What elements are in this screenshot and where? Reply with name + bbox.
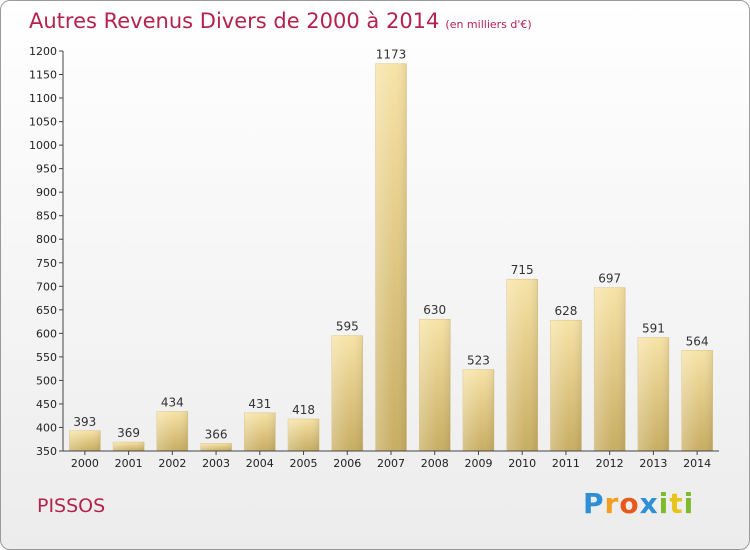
y-tick-label: 750	[36, 257, 57, 270]
x-tick-label-2005: 2005	[290, 457, 318, 470]
data-label-2002: 434	[161, 395, 184, 409]
y-tick-label: 550	[36, 351, 57, 364]
x-tick-label-2004: 2004	[246, 457, 274, 470]
y-tick-label: 400	[36, 421, 57, 434]
data-label-2000: 393	[73, 415, 96, 429]
x-tick-label-2014: 2014	[683, 457, 711, 470]
y-tick-label: 1050	[29, 116, 57, 129]
y-tick-label: 650	[36, 304, 57, 317]
y-tick-label: 1000	[29, 139, 57, 152]
bar-shade-2004	[244, 412, 276, 451]
bar-shade-2011	[550, 320, 582, 451]
x-tick-label-2011: 2011	[552, 457, 580, 470]
y-tick-label: 500	[36, 374, 57, 387]
x-tick-label-2010: 2010	[508, 457, 536, 470]
bar-shade-2001	[113, 442, 145, 451]
data-label-2006: 595	[336, 320, 359, 334]
y-tick-label: 900	[36, 186, 57, 199]
x-tick-label-2000: 2000	[71, 457, 99, 470]
commune-name: PISSOS	[37, 495, 106, 517]
chart-subtitle: (en milliers d'€)	[445, 18, 532, 31]
bars-group: 393 369 434 366 431 418 595 1173 630 523 715 628 697…	[69, 48, 713, 452]
data-label-2004: 431	[248, 397, 271, 411]
y-tick-label: 700	[36, 280, 57, 293]
x-tick-label-2013: 2013	[639, 457, 667, 470]
data-label-2009: 523	[467, 354, 490, 368]
y-tick-label: 950	[36, 163, 57, 176]
bar-shade-2010	[506, 279, 538, 451]
bar-shade-2007	[375, 63, 407, 452]
x-tick-label-2001: 2001	[115, 457, 143, 470]
y-tick-label: 1200	[29, 45, 57, 58]
bar-shade-2014	[681, 350, 713, 451]
x-axis: 2000 2001 2002 2003 2004 2005 2006 2007 2008 2009…	[63, 450, 719, 470]
y-tick-label: 450	[36, 398, 57, 411]
y-tick-label: 600	[36, 327, 57, 340]
x-tick-label-2003: 2003	[202, 457, 230, 470]
data-label-2003: 366	[205, 427, 228, 441]
y-tick-label: 1150	[29, 69, 57, 82]
bar-shade-2012	[594, 287, 626, 451]
chart-title: Autres Revenus Divers de 2000 à 2014	[29, 9, 440, 33]
x-tick-label-2007: 2007	[377, 457, 405, 470]
y-tick-label: 800	[36, 233, 57, 246]
bar-shade-2000	[69, 430, 101, 451]
x-tick-label-2009: 2009	[464, 457, 492, 470]
data-label-2014: 564	[686, 334, 709, 348]
bar-shade-2003	[200, 443, 232, 451]
bar-shade-2009	[462, 369, 494, 451]
data-label-2001: 369	[117, 426, 140, 440]
x-tick-label-2002: 2002	[158, 457, 186, 470]
data-label-2013: 591	[642, 322, 665, 336]
x-tick-label-2008: 2008	[421, 457, 449, 470]
bar-shade-2002	[156, 411, 188, 451]
data-label-2008: 630	[423, 303, 446, 317]
y-tick-label: 850	[36, 210, 57, 223]
y-tick-label: 350	[36, 445, 57, 458]
data-label-2011: 628	[554, 304, 577, 318]
x-tick-label-2012: 2012	[596, 457, 624, 470]
data-label-2010: 715	[511, 263, 534, 277]
data-label-2005: 418	[292, 403, 315, 417]
bar-shade-2005	[288, 419, 320, 451]
bar-shade-2006	[331, 335, 363, 451]
x-tick-label-2006: 2006	[333, 457, 361, 470]
y-axis: 350 400 450 500 550 600 650 700 750 800 850 900 950 1…	[29, 45, 64, 458]
chart-title-block: Autres Revenus Divers de 2000 à 2014 (en …	[29, 9, 532, 33]
bar-shade-2008	[419, 319, 451, 451]
y-tick-label: 1100	[29, 92, 57, 105]
proxiti-logo[interactable]: Proxiti	[583, 487, 695, 520]
data-label-2012: 697	[598, 272, 621, 286]
data-label-2007: 1173	[376, 48, 407, 62]
bar-shade-2013	[637, 337, 669, 451]
